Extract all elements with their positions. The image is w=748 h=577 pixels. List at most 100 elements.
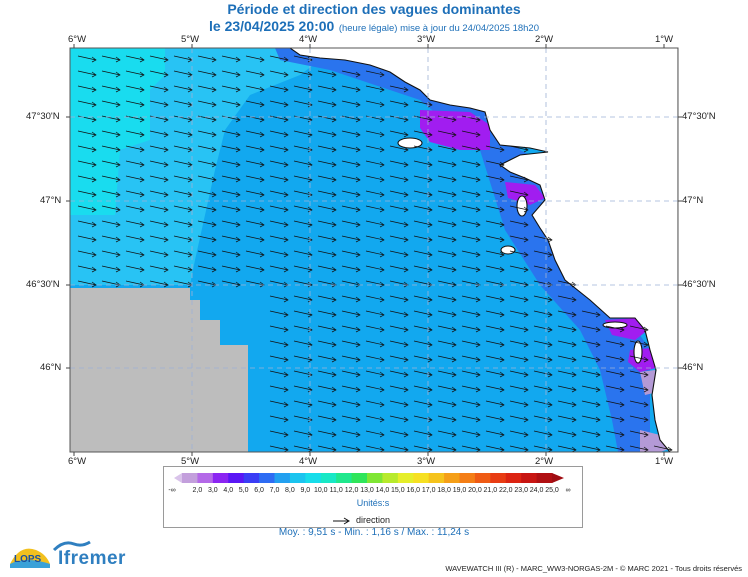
direction-arrow bbox=[269, 340, 289, 348]
direction-arrow bbox=[149, 220, 169, 228]
direction-arrow bbox=[221, 130, 241, 138]
direction-arrow bbox=[605, 355, 625, 363]
direction-arrow bbox=[293, 55, 313, 63]
direction-arrow bbox=[629, 445, 649, 452]
direction-arrow bbox=[125, 100, 145, 108]
direction-arrow bbox=[461, 415, 481, 423]
direction-arrow bbox=[77, 265, 97, 273]
direction-arrow bbox=[293, 235, 313, 243]
direction-arrow bbox=[389, 130, 409, 138]
legend-swatch bbox=[259, 473, 275, 483]
direction-arrow bbox=[221, 100, 241, 108]
direction-arrow bbox=[101, 250, 121, 258]
legend-colorbar bbox=[174, 473, 564, 483]
direction-arrow bbox=[437, 445, 457, 452]
legend-label: 13,0 bbox=[360, 487, 374, 494]
direction-arrow bbox=[125, 160, 145, 168]
lat-tick-left-47: 47°N bbox=[40, 195, 62, 206]
lat-tick-right-46: 46°N bbox=[682, 362, 704, 373]
direction-arrow bbox=[221, 145, 241, 153]
direction-arrow bbox=[149, 175, 169, 183]
lat-tick-right-4630: 46°30'N bbox=[682, 279, 716, 290]
lat-tick-left-46: 46°N bbox=[40, 362, 62, 373]
legend-label: 25,0 bbox=[545, 487, 559, 494]
direction-arrow bbox=[413, 235, 433, 243]
direction-arrow bbox=[485, 355, 505, 363]
direction-arrow bbox=[629, 340, 649, 348]
direction-arrow bbox=[317, 265, 337, 273]
lat-tick-right-4730: 47°30'N bbox=[682, 111, 716, 122]
direction-arrow bbox=[485, 265, 505, 273]
direction-arrow bbox=[533, 355, 553, 363]
lat-tick-right-47: 47°N bbox=[682, 195, 704, 206]
legend-max-arrow bbox=[552, 473, 564, 483]
direction-arrow bbox=[461, 175, 481, 183]
direction-arrow bbox=[389, 340, 409, 348]
direction-arrow bbox=[269, 445, 289, 452]
direction-arrow bbox=[269, 370, 289, 378]
direction-arrow bbox=[461, 235, 481, 243]
direction-arrow bbox=[317, 430, 337, 438]
direction-arrow bbox=[221, 280, 241, 288]
direction-arrow bbox=[389, 355, 409, 363]
direction-arrow bbox=[461, 205, 481, 213]
direction-arrow bbox=[509, 295, 529, 303]
direction-arrow bbox=[629, 400, 649, 408]
direction-arrow bbox=[317, 445, 337, 452]
direction-arrow bbox=[509, 445, 529, 452]
direction-arrow bbox=[341, 310, 361, 318]
direction-arrow bbox=[269, 355, 289, 363]
direction-arrow bbox=[581, 340, 601, 348]
direction-arrow bbox=[341, 265, 361, 273]
direction-arrow bbox=[509, 175, 529, 183]
direction-arrow bbox=[437, 205, 457, 213]
direction-arrow bbox=[341, 400, 361, 408]
direction-arrow bbox=[461, 340, 481, 348]
direction-arrow bbox=[293, 340, 313, 348]
direction-arrow bbox=[437, 385, 457, 393]
direction-arrow bbox=[485, 190, 505, 198]
direction-arrow bbox=[557, 430, 577, 438]
direction-arrow bbox=[509, 400, 529, 408]
direction-arrow bbox=[557, 415, 577, 423]
legend-label: 8,0 bbox=[285, 487, 295, 494]
direction-arrow bbox=[365, 400, 385, 408]
direction-arrow bbox=[365, 280, 385, 288]
direction-arrow bbox=[533, 310, 553, 318]
map-title: Période et direction des vagues dominant… bbox=[227, 1, 521, 17]
direction-arrow bbox=[269, 130, 289, 138]
direction-arrow bbox=[461, 430, 481, 438]
legend-label: 19,0 bbox=[452, 487, 467, 494]
direction-arrow bbox=[269, 295, 289, 303]
direction-arrow bbox=[341, 295, 361, 303]
direction-arrow bbox=[581, 355, 601, 363]
direction-arrow bbox=[605, 385, 625, 393]
direction-arrow bbox=[413, 145, 433, 153]
direction-arrow bbox=[413, 415, 433, 423]
direction-arrow bbox=[413, 340, 433, 348]
lops-logo: LOPS bbox=[6, 542, 54, 577]
direction-arrow bbox=[269, 205, 289, 213]
direction-arrow bbox=[509, 145, 529, 153]
legend-label: 4,0 bbox=[223, 487, 234, 494]
direction-arrow bbox=[413, 310, 433, 318]
direction-arrow bbox=[317, 415, 337, 423]
legend-label: 10,0 bbox=[313, 487, 328, 494]
direction-arrow bbox=[533, 385, 553, 393]
direction-arrow bbox=[221, 220, 241, 228]
direction-arrow bbox=[245, 115, 265, 123]
ocean-violet-bay-1 bbox=[420, 110, 490, 150]
legend-swatch bbox=[305, 473, 322, 483]
direction-arrow bbox=[533, 295, 553, 303]
direction-arrow bbox=[461, 220, 481, 228]
direction-arrow bbox=[389, 160, 409, 168]
direction-arrow bbox=[365, 295, 385, 303]
direction-arrow bbox=[245, 265, 265, 273]
tick-marks bbox=[66, 44, 682, 456]
date-main: le 23/04/2025 20:00 bbox=[209, 18, 335, 34]
direction-arrow bbox=[485, 400, 505, 408]
ocean-violet-bay-2 bbox=[505, 182, 545, 205]
direction-arrow bbox=[557, 370, 577, 378]
direction-arrow bbox=[389, 115, 409, 123]
direction-arrow bbox=[221, 235, 241, 243]
